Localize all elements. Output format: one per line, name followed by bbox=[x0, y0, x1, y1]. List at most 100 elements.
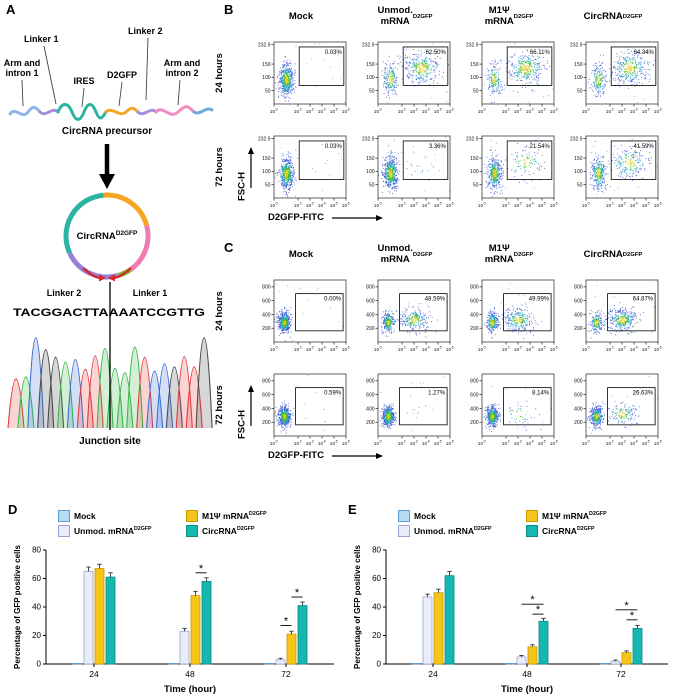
significance-star: * bbox=[536, 604, 541, 616]
x-tick-label: 72 bbox=[616, 669, 626, 679]
legend-swatch bbox=[398, 525, 410, 537]
bar bbox=[297, 605, 308, 665]
flow-scatter-plot bbox=[560, 34, 664, 128]
legend-item: Mock bbox=[58, 510, 176, 522]
flow-scatter-plot bbox=[248, 34, 352, 128]
panel-d-label: D bbox=[8, 502, 18, 517]
legend-item: Unmod. mRNAD2GFP bbox=[58, 525, 176, 537]
chromatogram-peak bbox=[37, 349, 55, 429]
x-tick-label: 24 bbox=[428, 669, 438, 679]
junction-sequence: TACGGACTTAAAATCCGTTG bbox=[13, 307, 205, 319]
legend-item: M1Ψ mRNAD2GFP bbox=[526, 510, 607, 522]
legend-label: M1Ψ mRNAD2GFP bbox=[542, 511, 607, 521]
y-tick-label: 0 bbox=[37, 660, 42, 669]
panel-e-legend: Mock M1Ψ mRNAD2GFP Unmod. mRNAD2GFP CircRNA… bbox=[398, 510, 607, 537]
significance-star: * bbox=[295, 587, 300, 599]
panel-d-bar-chart: 0 20 40 60 80 24 48 72 Time (hour) Percentage of … bbox=[13, 545, 334, 695]
bar bbox=[599, 663, 610, 665]
legend-item: CircRNAD2GFP bbox=[526, 525, 607, 537]
legend-item: Unmod. mRNAD2GFP bbox=[398, 525, 516, 537]
junction-site-label: Junction site bbox=[79, 436, 141, 447]
arm-intron2-label-line1: Arm and bbox=[164, 58, 201, 68]
y-tick-label: 60 bbox=[32, 574, 41, 583]
bar bbox=[94, 568, 105, 665]
significance-star: * bbox=[624, 600, 629, 612]
legend-item: Mock bbox=[398, 510, 516, 522]
x-tick-label: 72 bbox=[281, 669, 291, 679]
legend-label: Unmod. mRNAD2GFP bbox=[414, 526, 492, 536]
y-tick-label: 0 bbox=[377, 660, 382, 669]
bar bbox=[610, 660, 621, 665]
y-tick-label: 20 bbox=[32, 631, 41, 640]
flow-scatter-plot bbox=[248, 128, 352, 222]
bar bbox=[444, 575, 455, 665]
chromatogram-peak bbox=[146, 370, 164, 429]
chromatogram-peak bbox=[76, 368, 94, 429]
legend-label: Unmod. mRNAD2GFP bbox=[74, 526, 152, 536]
flow-scatter-plot bbox=[456, 34, 560, 128]
ires-pointer-line bbox=[81, 87, 85, 108]
legend-swatch bbox=[58, 525, 70, 537]
row-label: 24 hours bbox=[214, 53, 225, 93]
x-axis-title: Time (hour) bbox=[164, 684, 216, 695]
arm-intron1-pointer-line bbox=[21, 79, 24, 107]
d2gfp-pointer-line bbox=[118, 81, 123, 107]
bar bbox=[190, 595, 201, 665]
chromatogram-peak bbox=[17, 376, 35, 429]
row-label: 24 hours bbox=[214, 291, 225, 331]
legend-swatch bbox=[186, 510, 198, 522]
y-tick-label: 40 bbox=[32, 603, 41, 612]
arm-intron2-pointer-line bbox=[177, 79, 181, 106]
column-title: Unmod. mRNA D2GFP bbox=[377, 243, 433, 265]
bar bbox=[168, 663, 179, 665]
y-axis-title: Percentage of GFP positive cells bbox=[13, 545, 22, 669]
chromatogram-peak bbox=[86, 355, 104, 429]
column-title: M1Ψ mRNA D2GFP bbox=[484, 243, 534, 265]
y-tick-label: 80 bbox=[32, 546, 41, 555]
bar bbox=[527, 646, 538, 665]
panel-b-label: B bbox=[224, 2, 234, 17]
panel-e-bar-chart: 0 20 40 60 80 24 48 72 Time (hour) Percentage of … bbox=[353, 545, 668, 695]
panel-d-legend: Mock M1Ψ mRNAD2GFP Unmod. mRNAD2GFP CircRNA… bbox=[58, 510, 267, 537]
legend-label: M1Ψ mRNAD2GFP bbox=[202, 511, 267, 521]
bar bbox=[275, 659, 286, 665]
column-title: CircRNA D2GFP bbox=[583, 10, 643, 22]
bar bbox=[179, 630, 190, 665]
flow-scatter-plot bbox=[456, 272, 560, 366]
y-tick-label: 20 bbox=[372, 631, 381, 640]
chromatogram-peak bbox=[126, 346, 144, 429]
legend-label: CircRNAD2GFP bbox=[542, 526, 595, 536]
flow-scatter-plot bbox=[352, 34, 456, 128]
bar bbox=[411, 663, 422, 665]
bar bbox=[433, 592, 444, 665]
linker2-pointer-line bbox=[145, 37, 149, 101]
panel-c-y-axis-label: FSC-H bbox=[236, 409, 248, 440]
circrna-ring-label-name: CircRNA bbox=[77, 231, 116, 242]
chromatogram-peak bbox=[185, 366, 203, 429]
bar bbox=[264, 663, 275, 665]
circrna-construct-schematic: Linker 1 Linker 2 Arm and intron 1 IRES … bbox=[4, 26, 214, 447]
flow-scatter-plot bbox=[248, 272, 352, 366]
bar bbox=[505, 663, 516, 665]
row-label: 72 hours bbox=[214, 147, 225, 187]
significance-star: * bbox=[199, 563, 204, 575]
bar bbox=[83, 570, 94, 665]
flow-scatter-plot bbox=[456, 366, 560, 460]
bar bbox=[286, 633, 297, 665]
chromatogram-peak bbox=[106, 368, 124, 429]
bar bbox=[516, 656, 527, 665]
flow-scatter-plot bbox=[352, 366, 456, 460]
row-label: 72 hours bbox=[214, 385, 225, 425]
significance-star: * bbox=[530, 594, 535, 606]
legend-swatch bbox=[398, 510, 410, 522]
sanger-chromatogram bbox=[7, 337, 213, 429]
legend-item: M1Ψ mRNAD2GFP bbox=[186, 510, 267, 522]
legend-swatch bbox=[526, 510, 538, 522]
flow-scatter-plot bbox=[560, 366, 664, 460]
bar bbox=[105, 576, 116, 665]
chromatogram-peak bbox=[56, 361, 75, 429]
circrna-ring-label: CircRNAD2GFP bbox=[77, 230, 138, 242]
column-title: Mock bbox=[288, 248, 314, 260]
arm-intron1-label-line1: Arm and bbox=[4, 58, 41, 68]
